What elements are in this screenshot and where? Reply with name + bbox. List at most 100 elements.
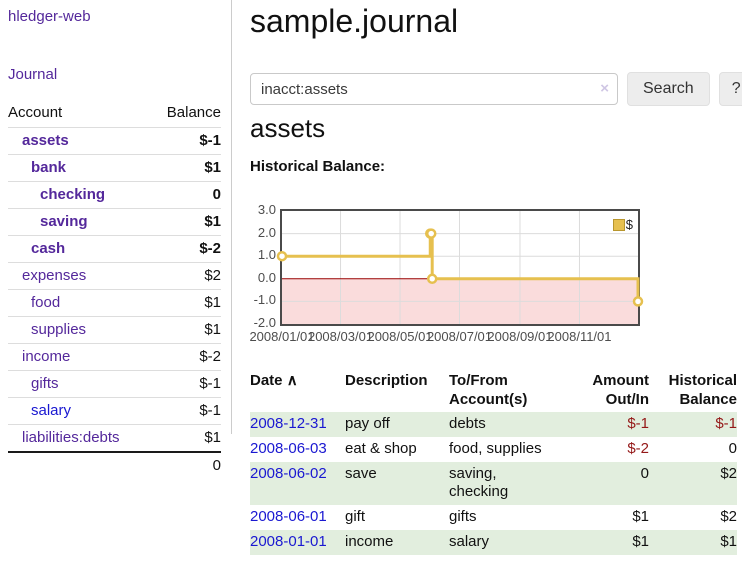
transaction-date-link[interactable]: 2008-01-01	[250, 533, 327, 550]
transaction-amount: $-2	[627, 440, 649, 457]
account-row: gifts $-1	[8, 370, 221, 398]
account-balance: $-1	[199, 375, 221, 392]
account-link-bank[interactable]: bank	[31, 159, 67, 176]
transaction-balance: $2	[720, 465, 737, 482]
account-row: bank $1	[8, 154, 221, 182]
register-row: 2008-06-02 save saving, checking 0 $2	[250, 462, 737, 505]
transaction-description: pay off	[345, 415, 390, 432]
account-link-checking[interactable]: checking	[40, 186, 106, 203]
chart-legend: $	[612, 217, 633, 232]
register-header-accounts: To/From Account(s)	[449, 372, 528, 408]
transaction-balance: $-1	[715, 415, 737, 432]
accounts-header-row: Account Balance	[8, 100, 221, 128]
transaction-date-link[interactable]: 2008-06-02	[250, 465, 327, 482]
transaction-date-link[interactable]: 2008-06-03	[250, 440, 327, 457]
transaction-amount: 0	[640, 465, 649, 482]
account-balance: $1	[204, 213, 221, 230]
account-link-income[interactable]: income	[22, 348, 71, 365]
transaction-description: save	[345, 465, 377, 482]
account-link-assets[interactable]: assets	[22, 132, 69, 149]
account-link-food[interactable]: food	[31, 294, 61, 311]
account-row: expenses $2	[8, 262, 221, 290]
transaction-accounts: food, supplies	[449, 440, 542, 457]
account-link-supplies[interactable]: supplies	[31, 321, 87, 338]
account-link-saving[interactable]: saving	[40, 213, 88, 230]
y-tick-label: 1.0	[257, 247, 276, 263]
register-header-balance: Historical Balance	[668, 372, 737, 408]
search-button[interactable]: Search	[627, 72, 710, 106]
account-link-liabilities-debts[interactable]: liabilities:debts	[22, 429, 120, 446]
account-balance: $-2	[199, 240, 221, 257]
accounts-total-row: 0	[8, 452, 221, 479]
transaction-balance: 0	[728, 440, 737, 457]
account-balance: $-1	[199, 402, 221, 419]
sort-asc-icon: ∧	[286, 372, 298, 389]
register-row: 2008-12-31 pay off debts $-1 $-1	[250, 412, 737, 437]
data-point-marker	[276, 250, 288, 262]
transaction-balance: $2	[720, 508, 737, 525]
register-header-description: Description	[345, 372, 428, 389]
account-heading: assets	[250, 113, 326, 143]
sidebar-item-journal[interactable]: Journal	[8, 66, 58, 83]
y-tick-label: 3.0	[257, 202, 276, 217]
accounts-table: Account Balance assets $-1 bank $1 checking 0…	[8, 100, 221, 479]
brand-link[interactable]: hledger-web	[8, 8, 91, 25]
transaction-accounts: debts	[449, 415, 486, 432]
transaction-amount: $1	[632, 508, 649, 525]
account-row: saving $1	[8, 208, 221, 236]
transaction-description: income	[345, 533, 394, 550]
transaction-amount: $1	[632, 533, 649, 550]
legend-swatch-icon	[612, 218, 625, 231]
accounts-header-account: Account	[8, 104, 63, 121]
transaction-amount: $-1	[627, 415, 649, 432]
y-tick-label: -1.0	[253, 292, 276, 308]
account-balance: $1	[204, 159, 221, 176]
register-header-amount: Amount Out/In	[592, 372, 649, 408]
account-row: salary $-1	[8, 397, 221, 425]
sidebar: hledger-web Journal Account Balance asse…	[0, 0, 232, 474]
y-tick-label: 2.0	[257, 224, 276, 240]
transaction-accounts: gifts	[449, 508, 477, 525]
register-header-date[interactable]: Date ∧	[250, 372, 298, 389]
account-link-salary[interactable]: salary	[31, 402, 72, 419]
transaction-description: gift	[345, 508, 366, 525]
transaction-accounts: saving, checking	[449, 465, 509, 500]
accounts-header-balance: Balance	[166, 104, 221, 121]
account-balance: $2	[204, 267, 221, 284]
accounts-total-value: 0	[212, 457, 221, 474]
account-row: supplies $1	[8, 316, 221, 344]
page-title: sample.journal	[250, 3, 459, 39]
main-content: sample.journal × Search ? assets Histori…	[232, 0, 742, 582]
register-row: 2008-06-01 gift gifts $1 $2	[250, 505, 737, 530]
account-link-cash[interactable]: cash	[31, 240, 66, 257]
x-tick-label: 2008/05/01	[367, 329, 433, 344]
account-balance: $1	[204, 294, 221, 311]
y-tick-label: -2.0	[253, 315, 276, 330]
account-balance: $1	[204, 321, 221, 338]
y-tick-label: 0.0	[257, 269, 276, 285]
account-row: income $-2	[8, 343, 221, 371]
data-point-marker	[425, 228, 437, 239]
x-tick-label: 2008/09/01	[487, 329, 553, 344]
register-row: 2008-06-03 eat & shop food, supplies $-2 0	[250, 437, 737, 462]
chart-canvas	[276, 211, 644, 324]
x-tick-label: 2008/01/01	[249, 329, 315, 344]
transaction-date-link[interactable]: 2008-06-01	[250, 508, 327, 525]
account-row: cash $-2	[8, 235, 221, 263]
clear-search-icon[interactable]: ×	[600, 80, 609, 97]
account-balance: $-1	[199, 132, 221, 149]
account-balance: $1	[204, 429, 221, 446]
account-row: assets $-1	[8, 127, 221, 155]
transaction-accounts: salary	[449, 533, 490, 550]
transaction-description: eat & shop	[345, 440, 417, 457]
account-link-gifts[interactable]: gifts	[31, 375, 59, 392]
account-row: liabilities:debts $1	[8, 424, 221, 453]
data-point-marker	[426, 273, 438, 285]
account-link-expenses[interactable]: expenses	[22, 267, 87, 284]
account-row: checking 0	[8, 181, 221, 209]
transaction-date-link[interactable]: 2008-12-31	[250, 415, 327, 432]
search-input[interactable]	[250, 73, 618, 105]
help-button[interactable]: ?	[718, 72, 742, 106]
register-table: Date ∧ Description To/From Account(s) Am…	[250, 368, 737, 555]
chart-plot-area: $	[276, 209, 644, 326]
